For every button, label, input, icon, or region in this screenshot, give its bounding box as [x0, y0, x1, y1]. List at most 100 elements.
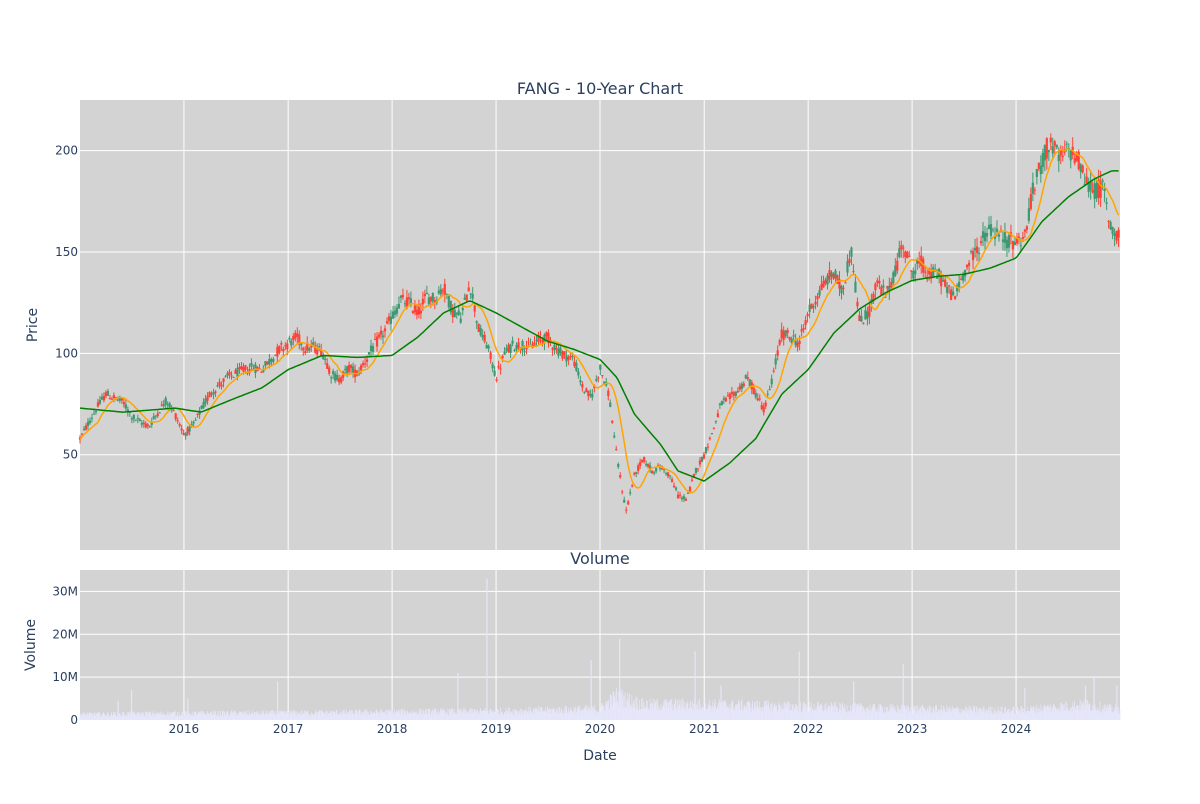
volume-bar: [650, 709, 652, 720]
candle-body: [838, 279, 841, 289]
candle-body: [158, 412, 161, 414]
volume-bar: [556, 707, 558, 720]
volume-bar: [407, 710, 408, 720]
volume-bar: [583, 707, 585, 720]
candle-body: [748, 379, 751, 387]
volume-bar: [1113, 711, 1115, 720]
candle-body: [814, 301, 817, 305]
volume-bar: [554, 709, 555, 720]
candle-body: [716, 413, 719, 418]
volume-bar: [171, 712, 173, 720]
volume-bar: [707, 707, 709, 720]
volume-bar: [162, 714, 163, 720]
volume-bar: [792, 704, 794, 720]
volume-bar: [651, 702, 653, 720]
volume-bar: [88, 714, 89, 720]
volume-bar: [322, 713, 324, 720]
candle-body: [985, 233, 989, 237]
candlestick: [535, 335, 538, 348]
candlestick: [336, 369, 339, 382]
volume-bar: [139, 714, 141, 720]
volume-bar: [1087, 702, 1089, 720]
candle-body: [752, 387, 755, 395]
volume-bar: [857, 704, 858, 720]
candle-body: [1003, 232, 1007, 243]
volume-bar: [248, 710, 250, 720]
volume-bar: [576, 707, 578, 720]
candle-body: [878, 280, 881, 284]
volume-bar: [627, 692, 629, 720]
volume-bar: [421, 713, 423, 720]
candlestick: [328, 365, 331, 376]
volume-bar: [979, 707, 981, 720]
volume-bar: [765, 705, 767, 720]
candlestick: [670, 476, 674, 483]
volume-bar: [927, 707, 928, 720]
volume-bar: [255, 715, 256, 720]
candle-body: [880, 286, 883, 295]
volume-bar: [623, 695, 625, 720]
volume-bar: [327, 712, 329, 720]
volume-bar: [165, 714, 166, 720]
candle-body: [340, 377, 343, 383]
volume-bar: [893, 710, 895, 720]
volume-bar: [235, 713, 237, 720]
volume-bar: [191, 715, 193, 720]
volume-bar: [829, 706, 830, 720]
volume-bar: [128, 712, 129, 720]
candle-body: [328, 367, 331, 374]
volume-bar: [871, 710, 873, 720]
volume-bar: [1010, 711, 1012, 720]
volume-bar: [547, 706, 549, 720]
volume-bar: [682, 699, 684, 720]
volume-bar: [420, 714, 422, 720]
candlestick: [453, 302, 456, 318]
volume-bar: [856, 704, 858, 720]
volume-bar: [490, 708, 492, 720]
volume-bar: [697, 700, 699, 720]
volume-bar: [192, 716, 194, 720]
volume-bar: [151, 711, 153, 720]
volume-bar: [178, 712, 180, 720]
volume-bar: [527, 714, 529, 720]
candlestick: [228, 369, 231, 379]
candlestick: [944, 276, 947, 288]
volume-bar: [612, 691, 614, 720]
volume-bar: [562, 714, 563, 720]
volume-bar: [506, 715, 507, 720]
volume-bar: [293, 710, 295, 720]
volume-bar: [555, 713, 556, 720]
volume-bar: [396, 709, 398, 720]
volume-bar: [1014, 714, 1016, 720]
volume-bar: [822, 706, 824, 720]
candle-body: [439, 289, 442, 295]
volume-bar: [507, 711, 509, 720]
candlestick: [680, 495, 684, 502]
volume-bar: [346, 709, 347, 720]
volume-bar: [996, 711, 998, 720]
volume-bar: [899, 712, 900, 720]
candle-body: [246, 372, 249, 374]
volume-bar: [582, 710, 584, 720]
volume-bar: [818, 706, 820, 720]
candlestick: [234, 368, 237, 374]
volume-bar: [696, 705, 698, 720]
volume-bar: [721, 702, 723, 720]
volume-bar: [442, 710, 444, 720]
volume-bar: [401, 710, 403, 720]
volume-bar: [454, 713, 456, 720]
volume-bar: [865, 713, 866, 720]
volume-bar: [1022, 708, 1024, 720]
candle-body: [639, 461, 642, 466]
volume-bar: [698, 709, 700, 720]
candle-body: [1049, 137, 1052, 143]
volume-bar: [796, 704, 797, 720]
volume-bar: [473, 712, 474, 720]
candlestick: [985, 227, 989, 243]
candle-body: [1107, 221, 1110, 223]
volume-bar: [343, 709, 345, 720]
volume-bar: [521, 712, 523, 720]
volume-bar: [882, 707, 883, 720]
volume-bar: [1103, 713, 1105, 720]
candle-body: [106, 390, 110, 396]
